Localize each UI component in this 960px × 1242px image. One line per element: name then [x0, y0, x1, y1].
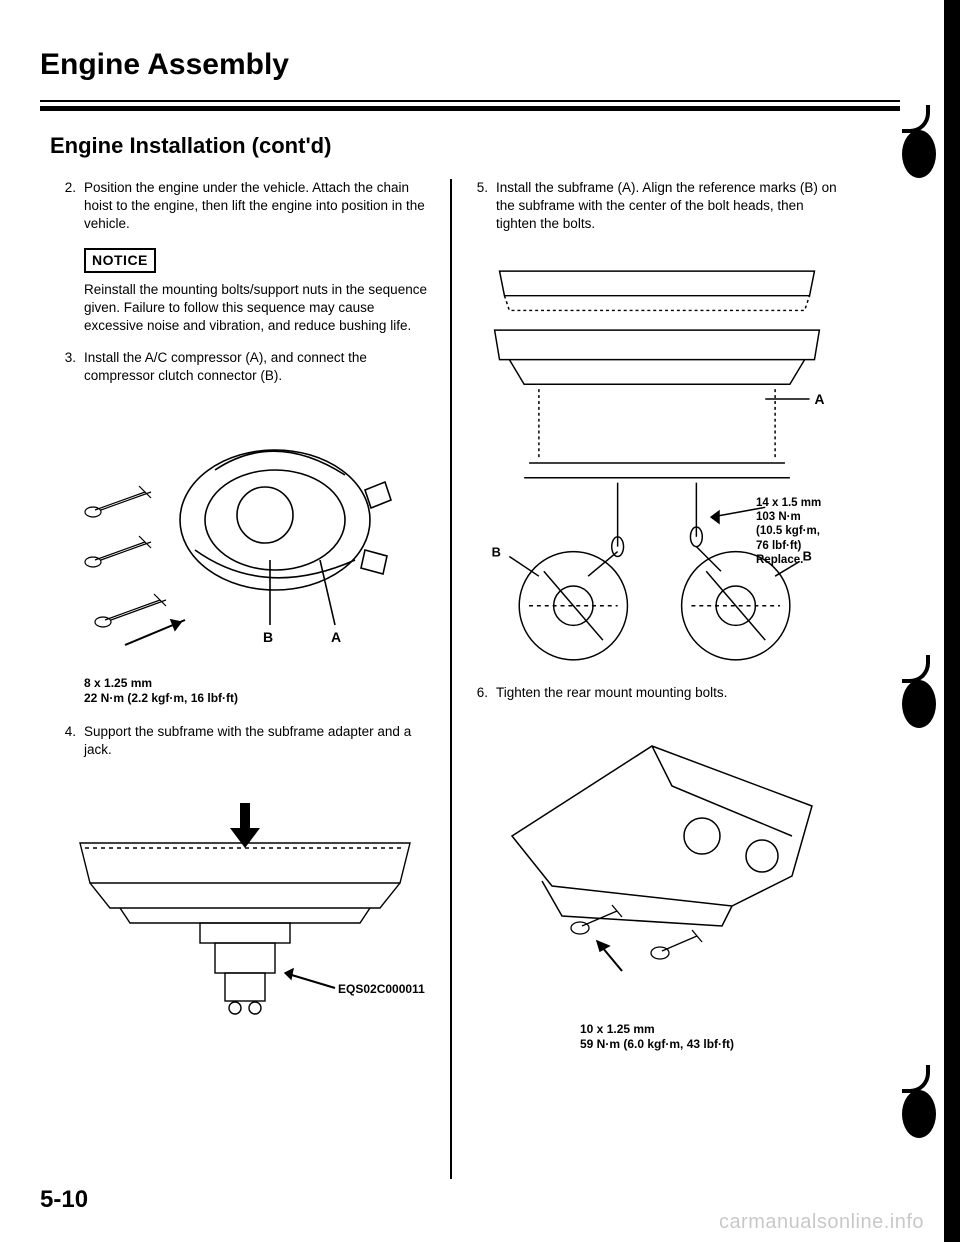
notice-label: NOTICE [84, 248, 156, 273]
page-number: 5-10 [40, 1186, 88, 1214]
bolt-spec: 10 x 1.25 mm [580, 1022, 655, 1036]
diagram-svg: A B B [470, 248, 844, 678]
step-text: Install the subframe (A). Align the refe… [496, 179, 844, 234]
page-title: Engine Assembly [40, 48, 900, 82]
bolt-spec-block: 14 x 1.5 mm 103 N·m (10.5 kgf·m, 76 lbf·… [756, 496, 848, 568]
spec-line: 14 x 1.5 mm [756, 497, 821, 509]
thumb-tab [902, 130, 936, 178]
notice-text: Reinstall the mounting bolts/support nut… [84, 281, 432, 336]
diagram-svg: B A [65, 400, 425, 670]
figure-rear-mount [470, 716, 844, 1016]
figure-caption: 8 x 1.25 mm 22 N·m (2.2 kgf·m, 16 lbf·ft… [84, 676, 432, 707]
torque-spec: 22 N·m (2.2 kgf·m, 16 lbf·ft) [84, 691, 238, 705]
spec-line: 76 lbf·ft) [756, 540, 801, 552]
step-item: 3. Install the A/C compressor (A), and c… [58, 349, 432, 385]
thumb-tab [902, 1090, 936, 1138]
rule [40, 100, 900, 102]
watermark: carmanualsonline.info [719, 1211, 924, 1234]
spec-line: Replace. [756, 554, 803, 566]
figure-subframe-adapter: EQS02C000011 [58, 773, 432, 1023]
step-text: Support the subframe with the subframe a… [84, 723, 432, 759]
callout-b: B [263, 629, 273, 645]
diagram-svg: EQS02C000011 [60, 773, 430, 1023]
hook-mark [902, 1065, 930, 1093]
step-list: 6. Tighten the rear mount mounting bolts… [470, 684, 844, 702]
left-column: 2. Position the engine under the vehicle… [40, 179, 450, 1179]
diagram-svg [472, 716, 842, 1016]
callout-a: A [814, 392, 824, 407]
step-item: 5. Install the subframe (A). Align the r… [470, 179, 844, 234]
notice-block: NOTICE Reinstall the mounting bolts/supp… [84, 248, 432, 336]
step-list: 4. Support the subframe with the subfram… [58, 723, 432, 759]
step-number: 2. [58, 179, 76, 234]
figure-subframe-install: A B B 14 x 1.5 mm 103 N·m (10.5 kgf·m, 7… [470, 248, 844, 678]
step-list: 2. Position the engine under the vehicle… [58, 179, 432, 234]
step-item: 2. Position the engine under the vehicle… [58, 179, 432, 234]
rule [40, 106, 900, 111]
binding-edge [948, 0, 960, 1242]
step-list: 5. Install the subframe (A). Align the r… [470, 179, 844, 234]
step-text: Install the A/C compressor (A), and conn… [84, 349, 432, 385]
figure-caption: 10 x 1.25 mm 59 N·m (6.0 kgf·m, 43 lbf·f… [580, 1022, 844, 1053]
manual-page: Engine Assembly Engine Installation (con… [0, 0, 960, 1242]
callout-a: A [331, 629, 341, 645]
hook-mark [902, 655, 930, 683]
callout-b: B [492, 544, 501, 559]
hook-mark [902, 105, 930, 133]
torque-spec: 59 N·m (6.0 kgf·m, 43 lbf·ft) [580, 1037, 734, 1051]
step-number: 6. [470, 684, 488, 702]
step-list: 3. Install the A/C compressor (A), and c… [58, 349, 432, 385]
step-text: Position the engine under the vehicle. A… [84, 179, 432, 234]
step-text: Tighten the rear mount mounting bolts. [496, 684, 844, 702]
step-number: 4. [58, 723, 76, 759]
spec-line: (10.5 kgf·m, [756, 525, 820, 537]
right-column: 5. Install the subframe (A). Align the r… [452, 179, 862, 1179]
step-number: 3. [58, 349, 76, 385]
thumb-tab [902, 680, 936, 728]
step-item: 6. Tighten the rear mount mounting bolts… [470, 684, 844, 702]
bolt-spec: 8 x 1.25 mm [84, 676, 152, 690]
spec-line: 103 N·m [756, 511, 801, 523]
section-title: Engine Installation (cont'd) [50, 133, 900, 159]
two-column-layout: 2. Position the engine under the vehicle… [40, 179, 900, 1179]
step-number: 5. [470, 179, 488, 234]
figure-ac-compressor: B A [58, 400, 432, 670]
step-item: 4. Support the subframe with the subfram… [58, 723, 432, 759]
part-number: EQS02C000011 [338, 982, 425, 996]
